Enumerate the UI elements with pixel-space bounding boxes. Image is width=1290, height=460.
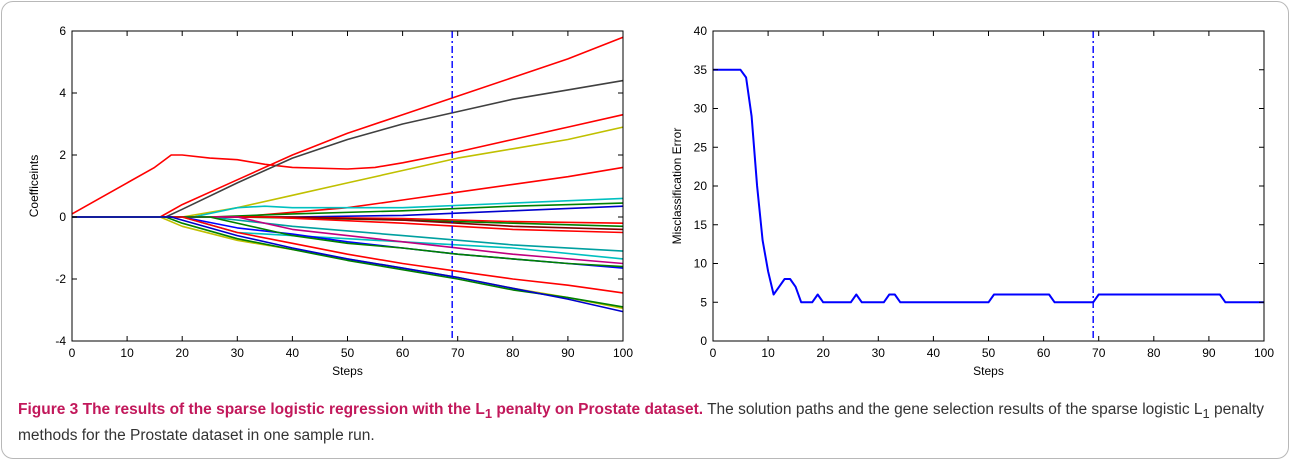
coefficients-series-line-6 bbox=[72, 197, 624, 218]
coefficients-series-line-1 bbox=[71, 113, 624, 215]
misclassification-x-axis-label: Steps bbox=[973, 364, 1004, 378]
misclassification-series-line-1 bbox=[713, 68, 1264, 304]
misclassification-x-tick-label: 100 bbox=[1254, 346, 1274, 360]
misclassification-x-tick-label: 70 bbox=[1092, 346, 1106, 360]
coefficients-series-line-2 bbox=[72, 36, 624, 218]
caption-body-text: The solution paths and the gene selectio… bbox=[703, 401, 1203, 418]
coefficients-x-tick-label: 80 bbox=[506, 346, 520, 360]
misclassification-y-axis-label: Misclassification Error bbox=[670, 128, 684, 245]
coefficients-x-tick-label: 0 bbox=[69, 346, 76, 360]
figure-caption: Figure 3 The results of the sparse logis… bbox=[18, 399, 1273, 447]
coefficients-series-line-21 bbox=[72, 216, 624, 313]
caption-title: Figure 3 The results of the sparse logis… bbox=[18, 401, 704, 422]
misclassification-y-tick-label: 5 bbox=[700, 295, 707, 309]
caption-title-text: Figure 3 The results of the sparse logis… bbox=[18, 401, 485, 418]
coefficients-y-tick-label: -2 bbox=[55, 272, 66, 286]
coefficients-series-line-4 bbox=[72, 126, 624, 218]
misclassification-y-tick-label: 0 bbox=[700, 334, 707, 348]
coefficients-y-tick-label: 4 bbox=[59, 86, 66, 100]
coefficients-series-lines bbox=[71, 31, 624, 341]
misclassification-y-tick-label: 30 bbox=[694, 102, 708, 116]
misclassification-y-tick-label: 20 bbox=[694, 179, 708, 193]
misclassification-x-tick-label: 20 bbox=[817, 346, 831, 360]
coefficients-x-tick-label: 100 bbox=[613, 346, 633, 360]
misclassification-x-tick-label: 30 bbox=[872, 346, 886, 360]
misclassification-x-tick-label: 60 bbox=[1037, 346, 1051, 360]
misclassification-chart: 0 10 20 30 40 50 60 70 80 90 100 0 5 10 15 20 25 30 35 40 S… bbox=[670, 24, 1274, 378]
misclassification-x-tick-label: 40 bbox=[927, 346, 941, 360]
misclassification-series-line bbox=[713, 31, 1264, 341]
misclassification-x-tick-label: 0 bbox=[710, 346, 717, 360]
coefficients-y-axis-label: Coefficeints bbox=[27, 155, 41, 217]
misclassification-y-tick-label: 40 bbox=[694, 24, 708, 38]
coefficients-axes: 0 10 20 30 40 50 60 70 80 90 100 -4 -2 0 2 4 6 bbox=[55, 24, 633, 360]
coefficients-y-tick-label: 0 bbox=[59, 210, 66, 224]
coefficients-x-tick-label: 40 bbox=[286, 346, 300, 360]
coefficients-x-axis-label: Steps bbox=[332, 364, 363, 378]
misclassification-y-tick-label: 10 bbox=[694, 257, 708, 271]
misclassification-x-tick-label: 80 bbox=[1147, 346, 1161, 360]
misclassification-y-tick-label: 15 bbox=[694, 218, 708, 232]
misclassification-axes: 0 10 20 30 40 50 60 70 80 90 100 0 5 10 15 20 25 30 35 40 bbox=[694, 24, 1275, 360]
misclassification-y-tick-label: 35 bbox=[694, 63, 708, 77]
coefficients-x-tick-label: 50 bbox=[341, 346, 355, 360]
coefficients-series-line-3 bbox=[72, 79, 624, 218]
coefficients-x-tick-label: 30 bbox=[231, 346, 245, 360]
coefficients-y-tick-label: 2 bbox=[59, 148, 66, 162]
coefficients-x-tick-label: 60 bbox=[396, 346, 410, 360]
coefficients-y-tick-label: -4 bbox=[55, 334, 66, 348]
misclassification-x-tick-label: 10 bbox=[761, 346, 775, 360]
coefficients-series-line-18 bbox=[72, 216, 624, 294]
misclassification-y-tick-label: 25 bbox=[694, 140, 708, 154]
coefficients-x-tick-label: 70 bbox=[451, 346, 465, 360]
caption-body-subscript: 1 bbox=[1202, 406, 1210, 422]
coefficients-series-line-17 bbox=[72, 216, 624, 268]
coefficients-x-tick-label: 20 bbox=[176, 346, 190, 360]
caption-body: The solution paths and the gene selectio… bbox=[18, 401, 1264, 444]
coefficients-chart: 0 10 20 30 40 50 60 70 80 90 100 -4 -2 0 2 4 6 Steps Coe… bbox=[27, 24, 633, 378]
misclassification-x-tick-label: 50 bbox=[982, 346, 996, 360]
coefficients-y-tick-label: 6 bbox=[59, 24, 66, 38]
caption-title-subscript: 1 bbox=[484, 406, 493, 422]
misclassification-x-tick-label: 90 bbox=[1202, 346, 1216, 360]
caption-title-text-end: penalty on Prostate dataset. bbox=[492, 401, 704, 418]
coefficients-x-tick-label: 10 bbox=[120, 346, 134, 360]
caption-body-text-end: penalty methods for the Prostate dataset… bbox=[18, 401, 1264, 445]
coefficients-x-tick-label: 90 bbox=[561, 346, 575, 360]
